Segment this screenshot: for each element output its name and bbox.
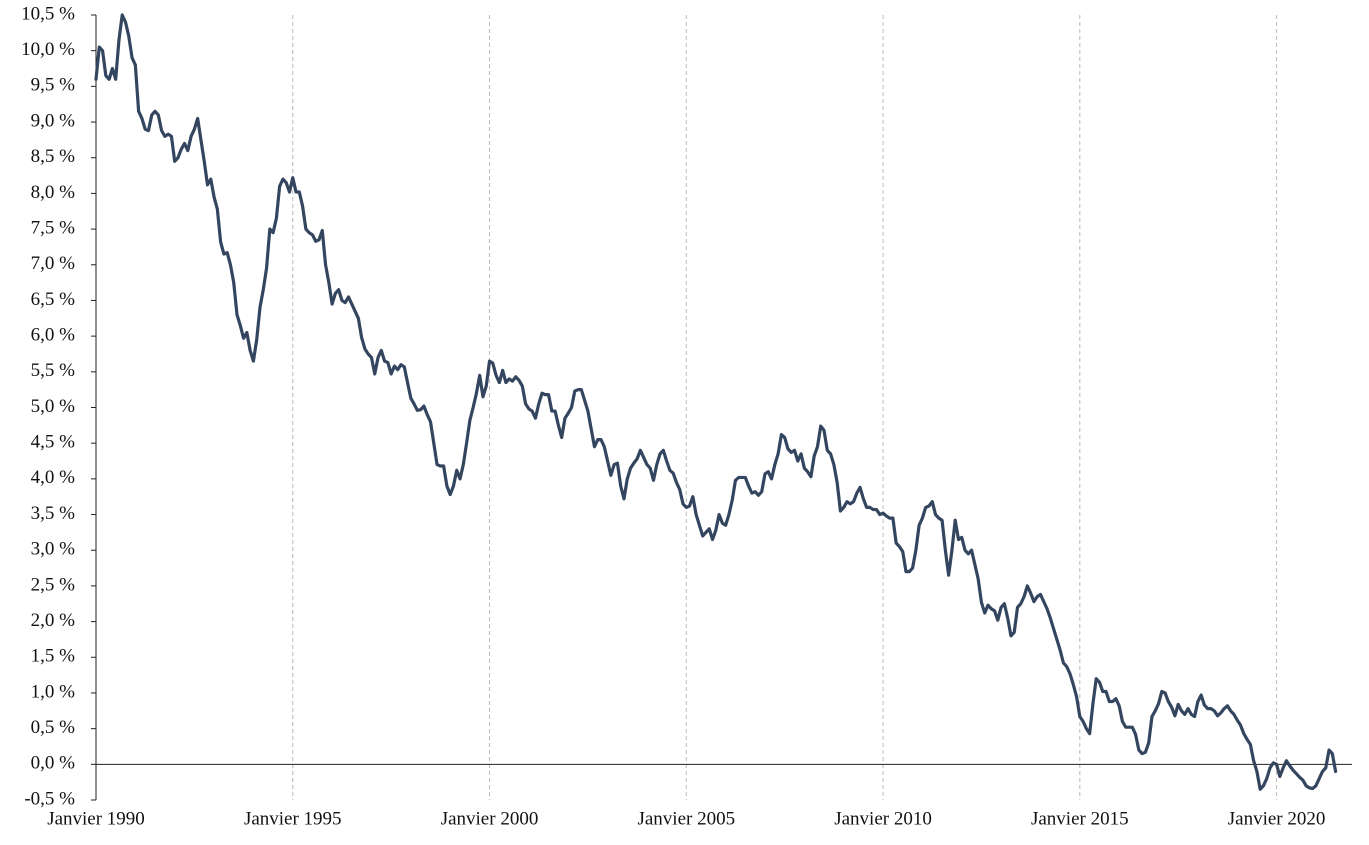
y-tick-label: 9,0 %	[31, 110, 76, 131]
y-tick-label: 0,0 %	[31, 753, 76, 774]
x-tick-label: Janvier 2020	[1228, 808, 1326, 829]
y-tick-label: 2,5 %	[31, 574, 76, 595]
y-tick-label: 0,5 %	[31, 717, 76, 738]
y-tick-label: -0,5 %	[24, 788, 75, 809]
x-tick-label: Janvier 2010	[834, 808, 932, 829]
y-tick-label: 9,5 %	[31, 75, 76, 96]
x-tick-label: Janvier 2005	[637, 808, 735, 829]
x-tick-label: Janvier 1995	[244, 808, 342, 829]
y-tick-label: 6,5 %	[31, 289, 76, 310]
y-tick-label: 10,0 %	[21, 39, 75, 60]
y-tick-label: 8,5 %	[31, 146, 76, 167]
y-tick-label: 6,0 %	[31, 324, 76, 345]
y-tick-label: 2,0 %	[31, 610, 76, 631]
y-tick-label: 7,0 %	[31, 253, 76, 274]
y-tick-label: 5,0 %	[31, 396, 76, 417]
y-tick-label: 4,0 %	[31, 467, 76, 488]
y-tick-label: 3,0 %	[31, 539, 76, 560]
x-tick-label: Janvier 1990	[47, 808, 145, 829]
y-tick-label: 5,5 %	[31, 360, 76, 381]
line-series	[94, 13, 1338, 791]
y-tick-label: 7,5 %	[31, 217, 76, 238]
y-tick-label: 1,0 %	[31, 681, 76, 702]
y-tick-label: 4,5 %	[31, 432, 76, 453]
x-tick-label: Janvier 2015	[1031, 808, 1129, 829]
y-tick-label: 1,5 %	[31, 646, 76, 667]
y-tick-label: 3,5 %	[31, 503, 76, 524]
y-tick-label: 10,5 %	[21, 3, 75, 24]
x-tick-label: Janvier 2000	[441, 808, 539, 829]
y-tick-label: 8,0 %	[31, 182, 76, 203]
